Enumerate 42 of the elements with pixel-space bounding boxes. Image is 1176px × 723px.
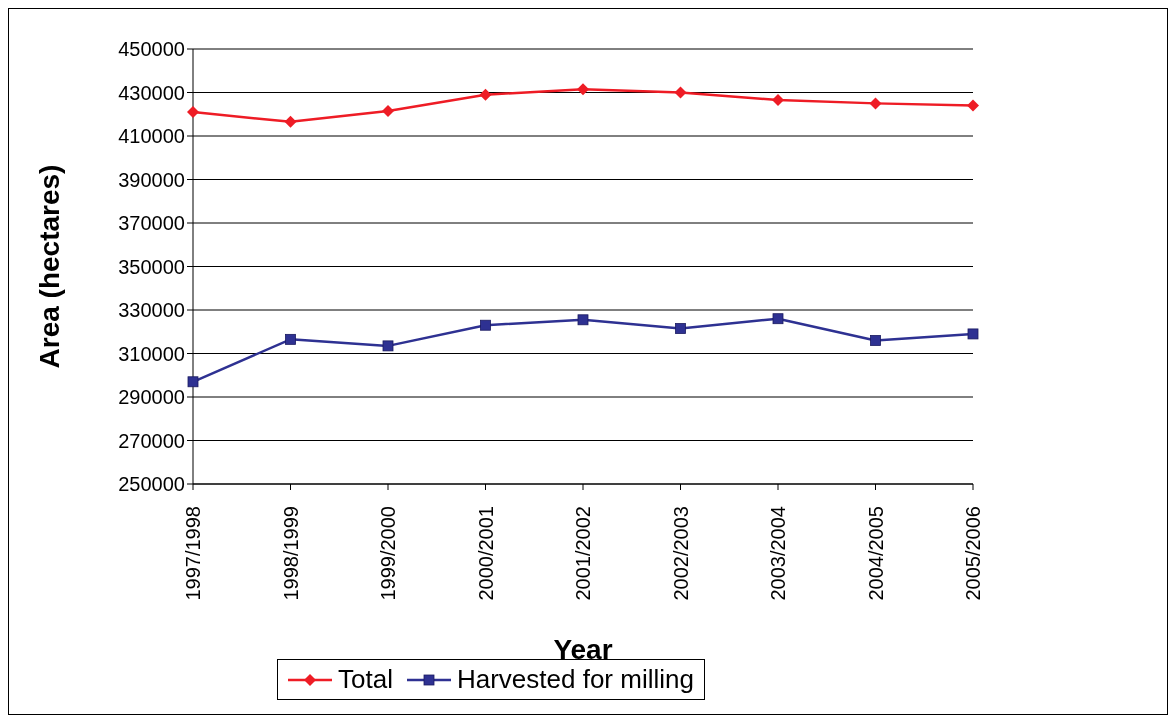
x-tick-label: 1998/1999 [279, 506, 302, 601]
point [967, 99, 979, 112]
x-tick-label: 2004/2005 [864, 506, 887, 601]
point [285, 333, 296, 345]
y-tick-label: 350000 [118, 255, 185, 278]
point [870, 335, 881, 346]
legend-label: Harvested for milling [455, 664, 694, 695]
y-tick-label: 310000 [118, 342, 185, 365]
point [577, 314, 589, 326]
y-tick-label: 370000 [118, 212, 185, 235]
y-tick-label: 430000 [118, 81, 185, 104]
y-tick-label: 390000 [118, 168, 185, 191]
y-axis-title: Area (hectares) [33, 164, 65, 369]
point [382, 340, 394, 352]
point [869, 97, 882, 110]
x-tick-label: 2002/2003 [669, 506, 692, 601]
x-tick-label: 2003/2004 [767, 506, 789, 601]
point [382, 104, 394, 117]
point [187, 106, 199, 119]
point [772, 313, 784, 325]
point [772, 94, 784, 107]
x-tick-label: 2001/2002 [572, 506, 594, 601]
point [967, 328, 979, 340]
y-tick-label: 450000 [118, 38, 185, 61]
y-tick-label: 290000 [118, 386, 185, 409]
x-axis-title: Year [553, 634, 613, 665]
legend-label: Total [337, 664, 393, 695]
y-tick-label: 250000 [118, 473, 185, 496]
x-tick-label: 2005/2006 [962, 506, 984, 601]
point [675, 323, 686, 334]
point [479, 88, 492, 101]
x-tick-label: 1997/1998 [182, 506, 204, 601]
point [674, 86, 687, 99]
y-tick-label: 270000 [118, 429, 185, 452]
x-tick-label: 2000/2001 [474, 506, 497, 601]
point [187, 376, 199, 388]
point [284, 115, 297, 128]
x-tick-label: 1999/2000 [377, 506, 399, 601]
y-tick-label: 410000 [118, 125, 185, 148]
y-tick-label: 330000 [118, 299, 185, 322]
point [577, 83, 589, 96]
point [480, 319, 491, 331]
